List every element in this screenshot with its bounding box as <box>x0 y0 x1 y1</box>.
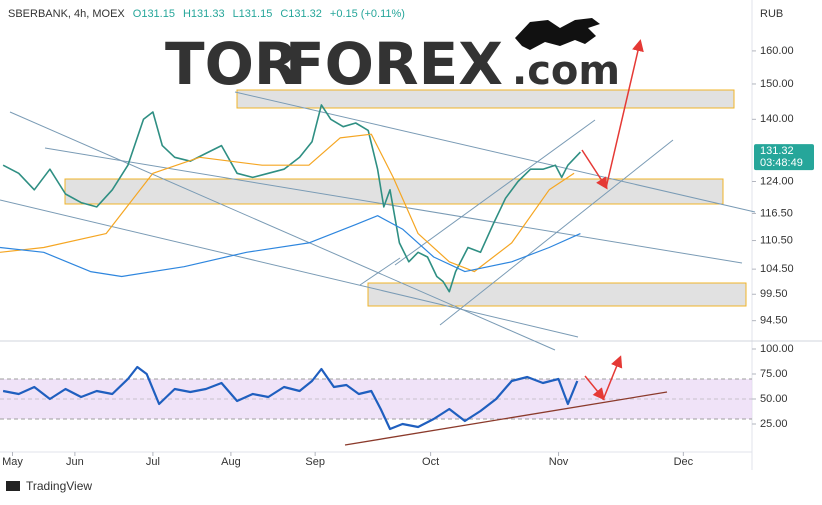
y-tick-label: 160.00 <box>760 45 794 57</box>
series-line <box>0 215 581 278</box>
x-tick-label: May <box>2 456 23 468</box>
symbol: SBERBANK, 4h, MOEX <box>8 8 125 20</box>
footer: TradingView <box>6 479 92 493</box>
logo-text: .com <box>512 48 620 94</box>
y-tick-label: 75.00 <box>760 368 788 380</box>
price-badge <box>754 144 814 171</box>
logo-text: TOR <box>165 30 299 98</box>
symbol-header: SBERBANK, 4h, MOEX O131.15 H131.33 L131.15 C… <box>8 8 405 20</box>
y-tick-label: 150.00 <box>760 78 794 90</box>
trendlines <box>0 91 756 351</box>
x-tick-label: Sep <box>305 456 325 468</box>
y-tick-label: 116.50 <box>760 207 793 219</box>
y-tick-label: 50.00 <box>760 393 788 405</box>
ohlc-value: C131.32 <box>280 8 322 20</box>
series-line <box>2 365 579 431</box>
series-line <box>0 133 575 273</box>
footer-brand: TradingView <box>26 479 92 493</box>
ohlc-value: O131.15 <box>133 8 175 20</box>
unit-label: RUB <box>760 8 783 20</box>
x-tick-label: Jul <box>146 456 160 468</box>
ohlc-value: L131.15 <box>233 8 273 20</box>
price-badge-value: 131.32 <box>760 145 794 157</box>
y-tick-label: 104.50 <box>760 263 794 275</box>
y-tick-label: 99.50 <box>760 288 788 300</box>
support-zone <box>367 282 747 307</box>
logo-text: FOREX <box>285 30 503 98</box>
support-zone <box>64 178 724 205</box>
y-tick-label: 110.50 <box>760 234 793 246</box>
tv-icon <box>6 481 20 491</box>
x-tick-label: Nov <box>549 456 569 468</box>
series-line <box>2 104 581 293</box>
y-tick-label: 100.00 <box>760 343 794 355</box>
change-value: +0.15 (+0.11%) <box>330 8 405 20</box>
y-tick-label: 124.00 <box>760 175 794 187</box>
x-tick-label: Dec <box>674 456 694 468</box>
forecast-arrows <box>581 39 644 401</box>
logo: TOR FOREX .com <box>165 18 620 98</box>
plots <box>0 104 581 431</box>
x-tick-label: Oct <box>422 456 439 468</box>
x-tick-label: Jun <box>66 456 84 468</box>
y-tick-label: 94.50 <box>760 315 788 327</box>
x-tick-label: Aug <box>221 456 241 468</box>
y-tick-label: 25.00 <box>760 418 788 430</box>
rsi-trendline <box>344 391 668 446</box>
resistance-zone <box>236 89 735 109</box>
bull-icon <box>515 18 600 50</box>
y-tick-label: 140.00 <box>760 113 794 125</box>
price-badge-countdown: 03:48:49 <box>760 157 803 169</box>
ohlc-value: H131.33 <box>183 8 225 20</box>
